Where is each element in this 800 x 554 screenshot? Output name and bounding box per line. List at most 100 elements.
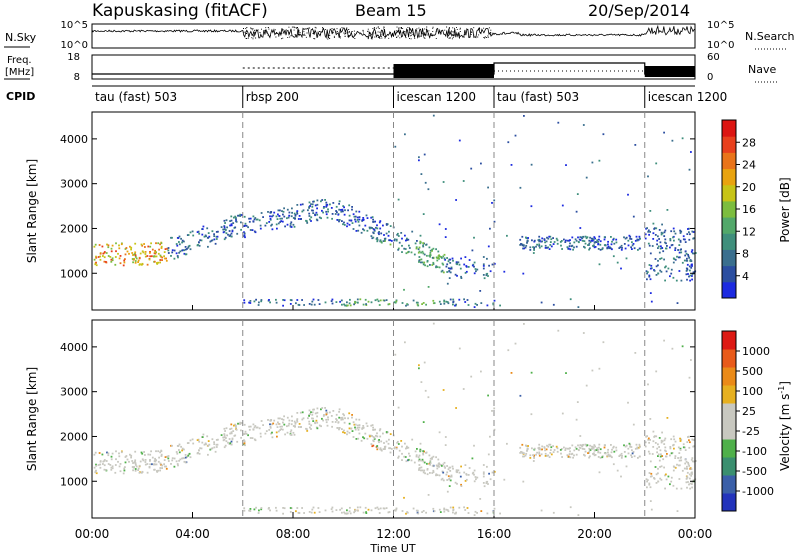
echo-cell (648, 472, 651, 474)
echo-cell (552, 303, 555, 306)
echo-cell (687, 481, 689, 483)
echo-cell (312, 298, 315, 301)
echo-cell (659, 258, 661, 260)
echo-cell (429, 255, 431, 258)
echo-cell (579, 239, 582, 241)
echo-cell (541, 240, 543, 243)
echo-cell (331, 506, 334, 509)
echo-cell (657, 455, 659, 457)
echo-cell (237, 422, 239, 425)
echo-cell (465, 265, 468, 268)
echo-cell (376, 298, 379, 301)
echo-cell (443, 302, 446, 305)
echo-cell (141, 458, 144, 461)
echo-cell (543, 238, 546, 240)
echo-cell (682, 235, 685, 238)
nsky-line (91, 24, 696, 40)
echo-cell (465, 270, 468, 273)
echo-cell (358, 426, 361, 429)
echo-cell (597, 449, 600, 451)
echo-cell (674, 258, 677, 261)
echo-cell (374, 299, 377, 302)
echo-cell (546, 246, 549, 249)
echo-cell (458, 471, 461, 474)
echo-cell (646, 227, 648, 229)
echo-cell (407, 446, 410, 449)
echo-cell (331, 217, 333, 220)
echo-cell (610, 236, 612, 238)
echo-cell (530, 205, 533, 208)
echo-cell (139, 460, 142, 463)
echo-cell (680, 248, 682, 251)
echo-cell (414, 242, 417, 245)
echo-cell (548, 443, 551, 446)
echo-cell (546, 236, 548, 239)
echo-cell (541, 448, 543, 451)
echo-cell (681, 345, 684, 348)
echo-cell (198, 244, 201, 247)
echo-cell (181, 239, 184, 242)
echo-cell (485, 274, 488, 277)
echo-cell (134, 469, 137, 472)
echo-cell (365, 511, 367, 513)
echo-cell (301, 411, 304, 414)
echo-cell (289, 223, 292, 225)
echo-cell (408, 247, 411, 249)
echo-cell (376, 506, 379, 509)
echo-cell (547, 237, 550, 240)
echo-cell (620, 452, 623, 455)
echo-cell (489, 270, 492, 273)
echo-cell (348, 412, 351, 415)
echo-cell (377, 232, 380, 234)
echo-cell (657, 247, 659, 249)
echo-cell (187, 454, 190, 457)
echo-cell (415, 454, 418, 457)
echo-cell (425, 511, 427, 514)
echo-cell (405, 304, 407, 307)
echo-cell (360, 439, 363, 442)
echo-cell (188, 244, 191, 247)
echo-cell (538, 240, 541, 243)
echo-cell (206, 227, 209, 230)
echo-cell (692, 479, 695, 482)
echo-cell (473, 236, 475, 239)
echo-cell (340, 210, 343, 213)
echo-cell (288, 214, 291, 217)
echo-cell (521, 443, 524, 446)
echo-cell (336, 211, 338, 214)
echo-cell (94, 469, 97, 472)
echo-cell (268, 221, 271, 223)
echo-cell (522, 480, 525, 483)
echo-cell (312, 420, 315, 422)
echo-cell (223, 219, 226, 222)
echo-cell (207, 444, 210, 447)
echo-cell (290, 434, 293, 436)
echo-cell (681, 469, 684, 472)
echo-cell (532, 252, 535, 254)
echo-cell (452, 506, 455, 509)
y-tick-label: 4000 (60, 133, 88, 146)
echo-cell (395, 299, 398, 302)
echo-cell (646, 480, 648, 483)
echo-cell (691, 460, 694, 463)
echo-cell (448, 277, 451, 279)
echo-cell (417, 456, 420, 459)
echo-cell (653, 227, 656, 230)
echo-cell (395, 447, 398, 450)
echo-cell (675, 487, 678, 490)
echo-cell (650, 475, 653, 478)
echo-cell (312, 417, 314, 420)
echo-cell (627, 452, 630, 455)
echo-cell (458, 263, 461, 266)
echo-cell (676, 463, 678, 466)
echo-cell (379, 435, 382, 438)
echo-cell (446, 282, 449, 285)
echo-cell (110, 247, 113, 250)
colorbar-swatch (722, 349, 736, 368)
echo-cell (435, 456, 437, 459)
cpid-segment-label: tau (fast) 503 (95, 90, 177, 104)
echo-cell (523, 455, 525, 458)
echo-cell (293, 225, 296, 228)
echo-cell (632, 243, 635, 245)
echo-cell (356, 301, 359, 304)
